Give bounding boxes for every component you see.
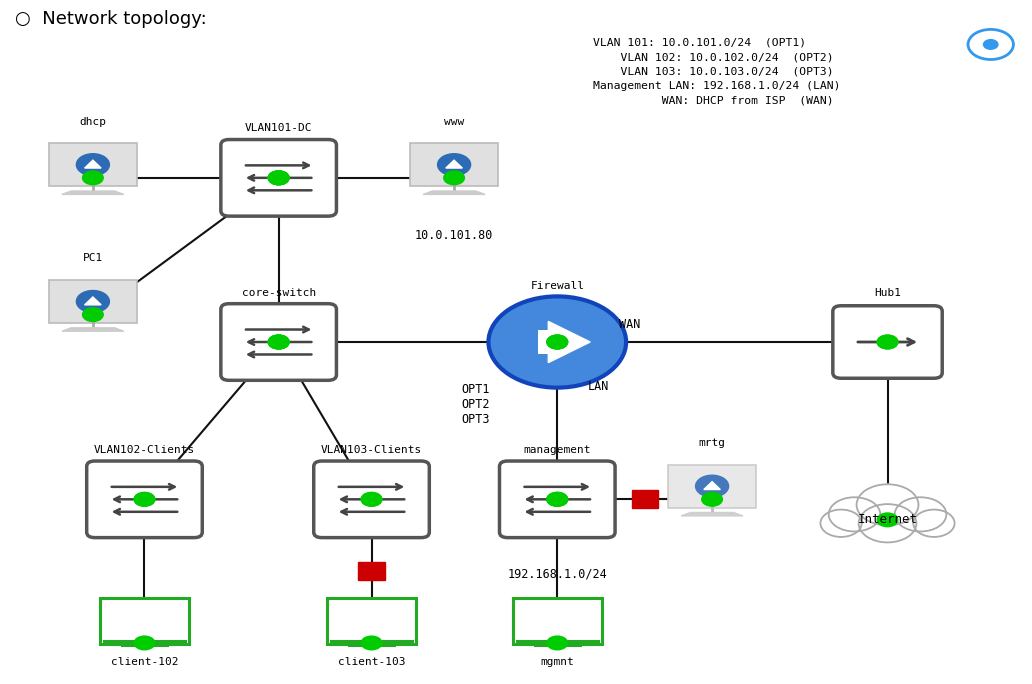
Polygon shape [681, 512, 743, 516]
Circle shape [268, 335, 289, 349]
Circle shape [268, 171, 289, 185]
Polygon shape [704, 482, 720, 490]
Circle shape [547, 492, 568, 506]
Circle shape [268, 171, 289, 185]
FancyBboxPatch shape [221, 304, 336, 380]
FancyBboxPatch shape [87, 461, 202, 538]
Bar [632, 490, 658, 508]
Text: core-switch: core-switch [241, 287, 316, 298]
Circle shape [268, 171, 289, 185]
Circle shape [877, 335, 898, 349]
Circle shape [547, 636, 568, 650]
Text: Internet: Internet [858, 513, 917, 527]
FancyBboxPatch shape [327, 598, 416, 644]
Polygon shape [85, 297, 101, 305]
Circle shape [76, 291, 109, 313]
Circle shape [134, 492, 155, 506]
Circle shape [438, 154, 471, 176]
Text: VLAN101-DC: VLAN101-DC [245, 123, 313, 133]
Circle shape [547, 492, 568, 506]
Text: LAN: LAN [588, 380, 610, 393]
FancyBboxPatch shape [49, 143, 137, 186]
Circle shape [83, 171, 103, 185]
Circle shape [829, 497, 880, 531]
FancyBboxPatch shape [668, 464, 756, 508]
Text: Firewall: Firewall [530, 280, 584, 291]
Text: www: www [444, 116, 464, 127]
Circle shape [361, 636, 382, 650]
Polygon shape [85, 160, 101, 168]
Text: VLAN102-Clients: VLAN102-Clients [94, 445, 195, 455]
Circle shape [857, 484, 918, 525]
Circle shape [547, 335, 568, 349]
Text: management: management [523, 445, 591, 455]
Bar [358, 562, 385, 580]
Polygon shape [62, 191, 124, 194]
FancyBboxPatch shape [499, 461, 615, 538]
Circle shape [268, 335, 289, 349]
Circle shape [820, 510, 862, 537]
FancyBboxPatch shape [513, 598, 602, 644]
Text: client-103: client-103 [337, 657, 406, 667]
Text: VLAN103-Clients: VLAN103-Clients [321, 445, 422, 455]
Circle shape [134, 636, 155, 650]
Circle shape [83, 308, 103, 321]
Text: 10.0.101.80: 10.0.101.80 [415, 229, 493, 242]
Circle shape [877, 335, 898, 349]
Circle shape [444, 171, 464, 185]
Circle shape [877, 513, 898, 527]
Polygon shape [548, 321, 590, 363]
Circle shape [361, 492, 382, 506]
FancyBboxPatch shape [538, 330, 548, 354]
Circle shape [547, 335, 568, 349]
Circle shape [913, 510, 955, 537]
Circle shape [547, 335, 568, 349]
FancyBboxPatch shape [410, 143, 498, 186]
Circle shape [268, 171, 289, 185]
Circle shape [895, 497, 946, 531]
Circle shape [268, 335, 289, 349]
Circle shape [859, 504, 916, 542]
Circle shape [547, 492, 568, 506]
Circle shape [983, 40, 998, 49]
Circle shape [702, 492, 722, 506]
Text: mgmnt: mgmnt [541, 657, 574, 667]
Circle shape [76, 154, 109, 176]
Text: dhcp: dhcp [79, 116, 106, 127]
Text: OPT1
OPT2
OPT3: OPT1 OPT2 OPT3 [461, 383, 490, 426]
Text: 192.168.1.0/24: 192.168.1.0/24 [508, 568, 607, 581]
Circle shape [268, 335, 289, 349]
Polygon shape [446, 160, 462, 168]
Text: PC1: PC1 [83, 253, 103, 263]
Text: WAN: WAN [619, 318, 641, 332]
Ellipse shape [488, 296, 626, 388]
Circle shape [696, 475, 729, 497]
Circle shape [361, 492, 382, 506]
FancyBboxPatch shape [49, 280, 137, 323]
FancyBboxPatch shape [833, 306, 942, 378]
Polygon shape [423, 191, 485, 194]
Text: ○  Network topology:: ○ Network topology: [15, 10, 207, 28]
Polygon shape [62, 328, 124, 331]
Text: mrtg: mrtg [699, 438, 725, 448]
FancyBboxPatch shape [314, 461, 429, 538]
FancyBboxPatch shape [100, 598, 189, 644]
Circle shape [134, 492, 155, 506]
Text: client-102: client-102 [110, 657, 179, 667]
FancyBboxPatch shape [221, 140, 336, 216]
Text: Hub1: Hub1 [874, 287, 901, 298]
Text: VLAN 101: 10.0.101.0/24  (OPT1)
    VLAN 102: 10.0.102.0/24  (OPT2)
    VLAN 103: VLAN 101: 10.0.101.0/24 (OPT1) VLAN 102:… [593, 38, 841, 105]
